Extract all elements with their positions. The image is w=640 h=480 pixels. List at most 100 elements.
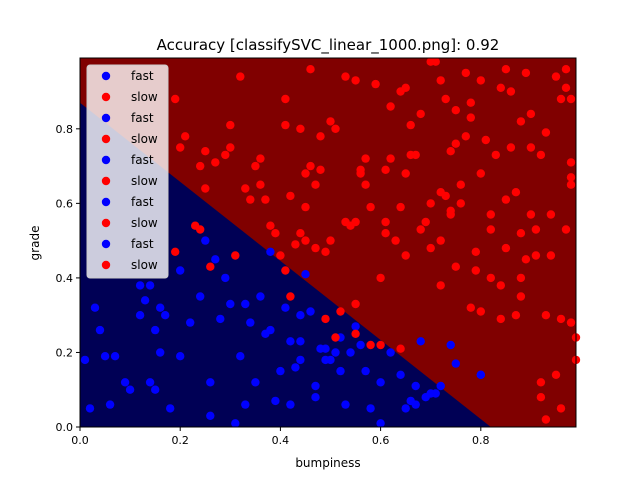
data-point-slow	[221, 150, 230, 160]
data-point-slow	[336, 307, 345, 316]
data-point-slow	[516, 273, 526, 283]
data-point-slow	[476, 307, 485, 316]
data-point-slow	[381, 229, 390, 238]
data-point-fast	[311, 381, 320, 391]
data-point-fast	[176, 352, 185, 361]
data-point-fast	[221, 273, 230, 283]
data-point-slow	[446, 210, 455, 219]
data-point-slow	[556, 404, 566, 413]
data-point-slow	[501, 195, 511, 204]
data-point-slow	[396, 202, 405, 212]
data-point-slow	[546, 210, 556, 219]
legend-label-fast: fast	[131, 237, 154, 251]
data-point-fast	[296, 355, 305, 365]
legend-label-slow: slow	[131, 90, 158, 104]
data-point-slow	[506, 87, 516, 96]
data-point-slow	[256, 180, 265, 189]
data-point-slow	[376, 273, 385, 283]
plot-frame	[79, 57, 577, 428]
data-point-slow	[311, 243, 320, 253]
data-point-slow	[211, 158, 220, 167]
data-point-slow	[406, 120, 415, 130]
data-point-slow	[551, 72, 561, 81]
data-point-slow	[381, 165, 390, 174]
data-point-slow	[496, 314, 505, 324]
data-point-slow	[416, 225, 425, 234]
data-point-slow	[246, 195, 255, 204]
data-point-slow	[451, 139, 460, 148]
data-point-slow	[466, 303, 475, 312]
data-point-slow	[201, 147, 210, 156]
data-point-slow	[546, 251, 556, 260]
data-point-slow	[306, 65, 315, 74]
legend-marker-slow	[101, 260, 111, 270]
data-point-slow	[341, 72, 350, 81]
data-point-fast	[476, 370, 485, 379]
data-point-slow	[526, 210, 536, 219]
legend-label-fast: fast	[131, 153, 154, 167]
data-point-slow	[566, 94, 576, 104]
data-point-slow	[301, 202, 310, 212]
data-point-slow	[196, 161, 205, 171]
data-point-fast	[231, 419, 240, 428]
y-tick-label: 0.2	[56, 346, 74, 359]
data-point-slow	[256, 154, 265, 163]
points-layer	[80, 57, 581, 428]
data-point-slow	[451, 262, 460, 271]
data-point-slow	[476, 169, 485, 178]
data-point-slow	[261, 195, 270, 204]
data-point-slow	[226, 120, 235, 130]
background-fast-region	[80, 102, 491, 428]
data-point-slow	[556, 314, 566, 324]
data-point-slow	[316, 165, 325, 174]
data-point-fast	[110, 352, 120, 361]
legend-marker-slow	[101, 218, 111, 228]
data-point-slow	[471, 266, 480, 275]
y-axis: 0.0 0.2 0.4 0.6 0.8	[56, 123, 80, 434]
data-point-slow	[366, 202, 375, 212]
data-point-slow	[386, 154, 395, 163]
data-point-slow	[491, 150, 500, 160]
data-point-fast	[80, 355, 90, 365]
data-point-fast	[140, 296, 150, 305]
data-point-slow	[341, 217, 350, 227]
data-point-slow	[331, 124, 340, 133]
data-point-slow	[511, 311, 521, 320]
data-point-slow	[306, 161, 315, 171]
legend-label-slow: slow	[131, 132, 158, 146]
data-point-slow	[486, 225, 495, 234]
data-point-slow	[236, 72, 245, 81]
data-point-slow	[561, 65, 571, 74]
data-point-slow	[391, 236, 400, 245]
x-tick-label: 0.2	[171, 434, 189, 447]
data-point-slow	[486, 273, 495, 283]
data-point-fast	[156, 303, 165, 312]
data-point-fast	[85, 404, 95, 413]
data-point-slow	[471, 247, 480, 256]
data-point-slow	[441, 94, 450, 104]
data-point-slow	[351, 76, 360, 85]
data-point-slow	[231, 251, 240, 260]
data-point-slow	[326, 117, 335, 126]
data-point-slow	[541, 415, 551, 424]
data-point-slow	[531, 225, 541, 234]
data-point-slow	[171, 247, 180, 256]
data-point-slow	[536, 393, 546, 402]
data-point-fast	[166, 404, 175, 413]
y-tick-label: 0.6	[56, 197, 74, 210]
data-point-fast	[331, 348, 340, 357]
data-point-fast	[201, 236, 210, 245]
data-point-fast	[135, 281, 145, 290]
data-point-slow	[331, 333, 340, 342]
data-point-slow	[566, 173, 576, 182]
data-point-slow	[301, 169, 310, 178]
data-point-slow	[281, 94, 290, 104]
data-point-fast	[125, 385, 135, 394]
data-point-slow	[536, 150, 546, 160]
data-point-slow	[361, 180, 370, 189]
data-point-slow	[326, 236, 335, 245]
legend-marker-slow	[101, 92, 111, 102]
data-point-fast	[301, 270, 310, 279]
data-point-slow	[361, 154, 370, 163]
data-point-slow	[531, 251, 541, 260]
